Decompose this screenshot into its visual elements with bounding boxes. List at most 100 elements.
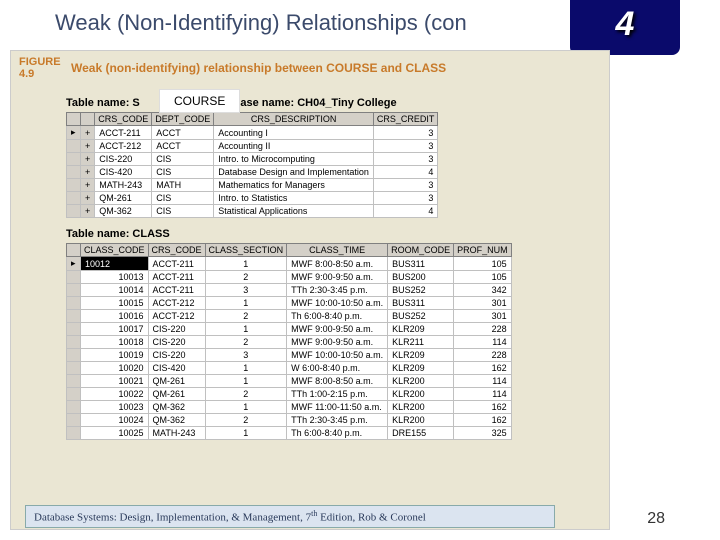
table-cell: QM-362 xyxy=(148,401,205,414)
table-row: 10025MATH-2431Th 6:00-8:40 p.m.DRE155325 xyxy=(67,427,512,440)
table-cell: 3 xyxy=(373,126,438,140)
table-row: +CIS-220CISIntro. to Microcomputing3 xyxy=(67,153,438,166)
table-row: +MATH-243MATHMathematics for Managers3 xyxy=(67,179,438,192)
table-cell: 10021 xyxy=(81,375,149,388)
table-cell: 114 xyxy=(454,336,512,349)
class-table-label: Table name: CLASS xyxy=(66,228,566,240)
table-cell: 228 xyxy=(454,323,512,336)
table-cell: 162 xyxy=(454,401,512,414)
table-cell: Intro. to Statistics xyxy=(214,192,374,205)
table-cell: Intro. to Microcomputing xyxy=(214,153,374,166)
table-cell: 10012 xyxy=(81,257,149,271)
table-row: +ACCT-212ACCTAccounting II3 xyxy=(67,140,438,153)
table-row: 10020CIS-4201W 6:00-8:40 p.m.KLR209162 xyxy=(67,362,512,375)
course-column-header: CRS_DESCRIPTION xyxy=(214,113,374,126)
table-cell: 10019 xyxy=(81,349,149,362)
footer-citation: Database Systems: Design, Implementation… xyxy=(25,505,555,528)
table-cell: 10013 xyxy=(81,271,149,284)
table-row: 10023QM-3621MWF 11:00-11:50 a.m.KLR20016… xyxy=(67,401,512,414)
table-cell xyxy=(67,401,81,414)
table-cell: TTh 1:00-2:15 p.m. xyxy=(287,388,388,401)
table-cell: ACCT-212 xyxy=(148,297,205,310)
class-column-header xyxy=(67,244,81,257)
table-cell xyxy=(67,349,81,362)
course-column-header: DEPT_CODE xyxy=(152,113,214,126)
table-cell: 3 xyxy=(373,140,438,153)
table-cell: CIS-220 xyxy=(95,153,152,166)
table-row: 10013ACCT-2112MWF 9:00-9:50 a.m.BUS20010… xyxy=(67,271,512,284)
table-cell: BUS252 xyxy=(388,310,454,323)
table-cell: MWF 9:00-9:50 a.m. xyxy=(287,323,388,336)
table-cell: MWF 9:00-9:50 a.m. xyxy=(287,336,388,349)
table-cell: 1 xyxy=(205,257,287,271)
table-cell: ACCT xyxy=(152,140,214,153)
figure-label-num: 4.9 xyxy=(19,68,34,80)
table-cell: CIS-220 xyxy=(148,349,205,362)
table-cell: 2 xyxy=(205,414,287,427)
table-cell: MWF 10:00-10:50 a.m. xyxy=(287,297,388,310)
table-cell: + xyxy=(81,153,95,166)
class-column-header: CLASS_CODE xyxy=(81,244,149,257)
table-cell: 10023 xyxy=(81,401,149,414)
table-cell: 105 xyxy=(454,271,512,284)
table-cell: 1 xyxy=(205,427,287,440)
table-cell: 325 xyxy=(454,427,512,440)
table-cell: CIS xyxy=(152,153,214,166)
table-cell: 3 xyxy=(373,153,438,166)
table-cell: CIS xyxy=(152,192,214,205)
table-cell xyxy=(67,323,81,336)
table-cell xyxy=(67,375,81,388)
table-cell: 4 xyxy=(373,205,438,218)
class-column-header: ROOM_CODE xyxy=(388,244,454,257)
table-cell: MWF 8:00-8:50 a.m. xyxy=(287,375,388,388)
table-row: ▸10012ACCT-2111MWF 8:00-8:50 a.m.BUS3111… xyxy=(67,257,512,271)
table-cell: CIS xyxy=(152,166,214,179)
table-cell: Accounting I xyxy=(214,126,374,140)
table-cell xyxy=(67,179,81,192)
table-cell: KLR209 xyxy=(388,323,454,336)
table-row: +QM-362CISStatistical Applications4 xyxy=(67,205,438,218)
table-cell: W 6:00-8:40 p.m. xyxy=(287,362,388,375)
table-cell: ACCT xyxy=(152,126,214,140)
table-cell: ACCT-211 xyxy=(95,126,152,140)
table-row: +QM-261CISIntro. to Statistics3 xyxy=(67,192,438,205)
course-column-header: CRS_CODE xyxy=(95,113,152,126)
table-cell: KLR200 xyxy=(388,388,454,401)
table-cell: QM-261 xyxy=(148,375,205,388)
table-cell xyxy=(67,284,81,297)
table-row: 10014ACCT-2113TTh 2:30-3:45 p.m.BUS25234… xyxy=(67,284,512,297)
table-cell: MWF 10:00-10:50 a.m. xyxy=(287,349,388,362)
table-cell: QM-261 xyxy=(95,192,152,205)
table-cell xyxy=(67,192,81,205)
table-cell: QM-362 xyxy=(95,205,152,218)
table-cell: ACCT-211 xyxy=(148,284,205,297)
table-cell: 162 xyxy=(454,362,512,375)
page-number: 28 xyxy=(647,510,665,528)
table-cell: 228 xyxy=(454,349,512,362)
table-cell: + xyxy=(81,205,95,218)
table-cell xyxy=(67,414,81,427)
table-cell xyxy=(67,205,81,218)
table-cell xyxy=(67,336,81,349)
table-cell: 10016 xyxy=(81,310,149,323)
table-cell: 2 xyxy=(205,310,287,323)
table-cell: + xyxy=(81,166,95,179)
table-cell: Th 6:00-8:40 p.m. xyxy=(287,427,388,440)
table-cell: 10014 xyxy=(81,284,149,297)
table-cell xyxy=(67,388,81,401)
table-cell: 10018 xyxy=(81,336,149,349)
course-table: CRS_CODEDEPT_CODECRS_DESCRIPTIONCRS_CRED… xyxy=(66,112,438,218)
class-column-header: CRS_CODE xyxy=(148,244,205,257)
table-cell: ACCT-212 xyxy=(148,310,205,323)
table-cell: DRE155 xyxy=(388,427,454,440)
footer-suffix: Edition, Rob & Coronel xyxy=(317,512,425,524)
figure-area: FIGURE 4.9 Weak (non-identifying) relati… xyxy=(10,50,610,530)
table-cell: 3 xyxy=(373,179,438,192)
table-cell: 301 xyxy=(454,310,512,323)
table-cell: 3 xyxy=(373,192,438,205)
table-cell: 2 xyxy=(205,271,287,284)
table-cell: ACCT-212 xyxy=(95,140,152,153)
table-cell: MWF 9:00-9:50 a.m. xyxy=(287,271,388,284)
table-cell: MWF 8:00-8:50 a.m. xyxy=(287,257,388,271)
class-table: CLASS_CODECRS_CODECLASS_SECTIONCLASS_TIM… xyxy=(66,243,512,440)
